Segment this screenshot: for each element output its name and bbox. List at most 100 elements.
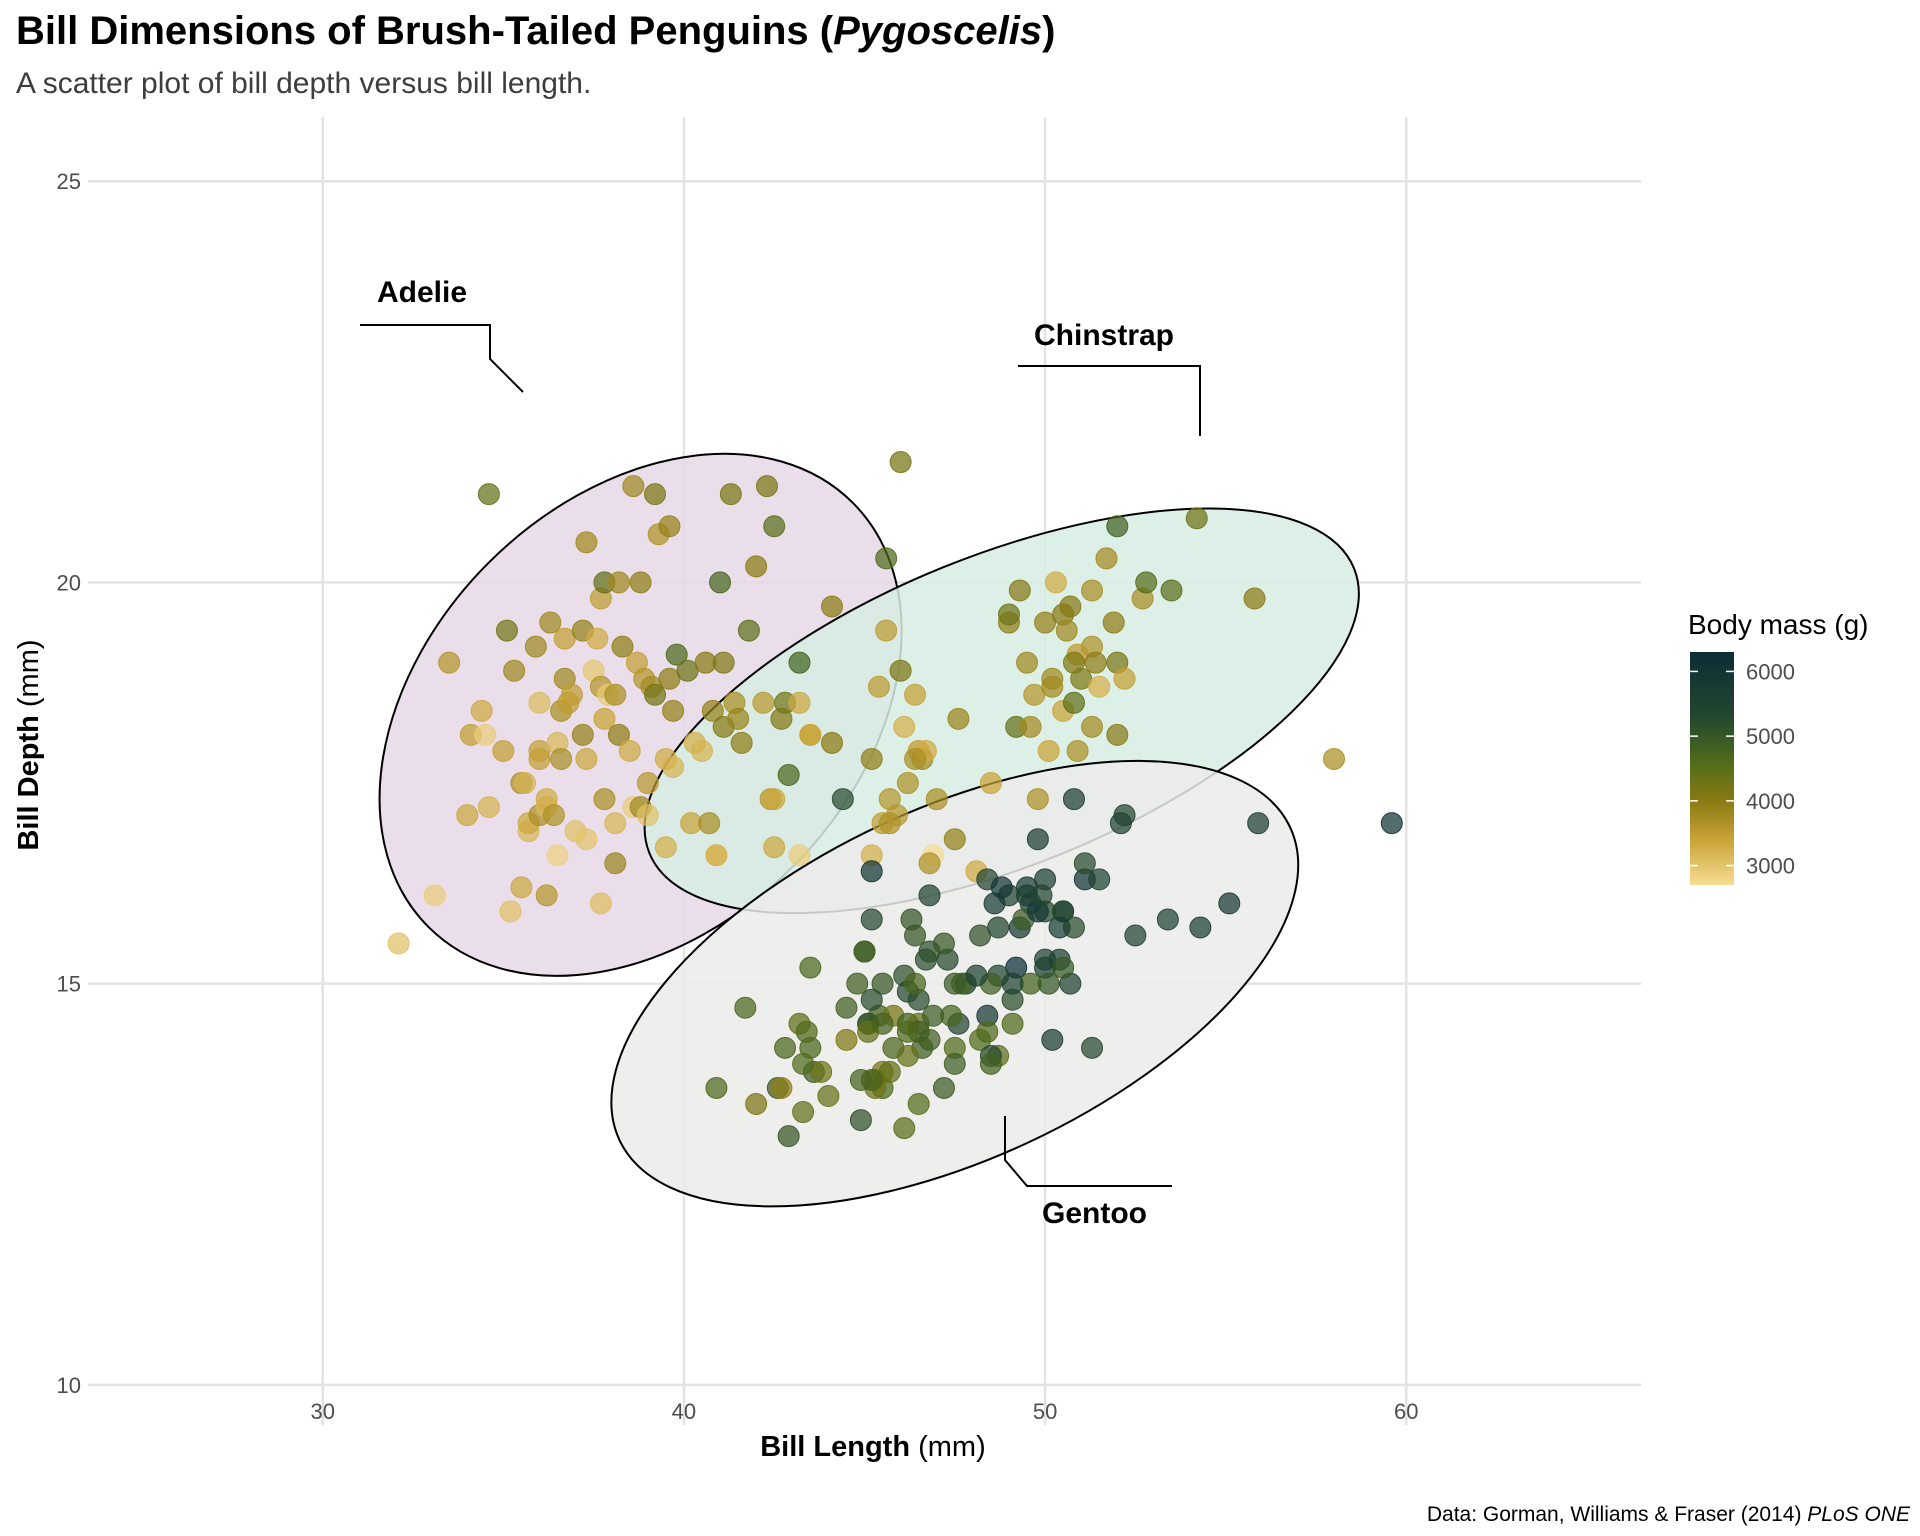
data-point — [654, 836, 677, 859]
chart-subtitle: A scatter plot of bill depth versus bill… — [16, 67, 591, 100]
data-point — [1218, 892, 1241, 915]
x-tick-label: 40 — [672, 1399, 696, 1424]
data-point — [860, 747, 883, 770]
data-point — [1243, 587, 1266, 610]
data-point — [1247, 812, 1270, 835]
data-point — [705, 1076, 728, 1099]
data-point — [1106, 515, 1129, 538]
data-point — [1062, 788, 1085, 811]
data-point — [907, 1093, 930, 1116]
data-point — [1059, 595, 1082, 618]
data-point — [622, 475, 645, 498]
data-point — [947, 707, 970, 730]
data-point — [1048, 916, 1071, 939]
data-point — [1124, 924, 1147, 947]
data-point — [730, 731, 753, 754]
data-points — [387, 451, 1403, 1148]
data-point — [1052, 956, 1075, 979]
data-point — [727, 707, 750, 730]
data-point — [875, 619, 898, 642]
data-point — [575, 828, 598, 851]
data-point — [810, 1060, 833, 1083]
data-point — [495, 619, 518, 642]
data-point — [1380, 812, 1403, 835]
data-point — [1084, 651, 1107, 674]
data-point — [792, 1052, 815, 1075]
data-point — [763, 515, 786, 538]
data-point — [1113, 804, 1136, 827]
data-point — [618, 739, 641, 762]
data-point — [932, 932, 955, 955]
data-point — [932, 1076, 955, 1099]
data-point — [871, 972, 894, 995]
data-point — [542, 804, 565, 827]
legend-tick-label: 5000 — [1746, 724, 1795, 749]
data-point — [514, 772, 537, 795]
x-tick-label: 50 — [1033, 1399, 1057, 1424]
data-point — [1062, 651, 1085, 674]
data-point — [1106, 723, 1129, 746]
axes: 30 40 50 60 10 15 20 25 — [57, 169, 1419, 1424]
data-point — [438, 651, 461, 674]
label-chinstrap: Chinstrap — [1034, 319, 1174, 352]
data-point — [871, 1012, 894, 1035]
data-point — [1102, 611, 1125, 634]
chart-title: Bill Dimensions of Brush-Tailed Penguins… — [16, 9, 1055, 53]
data-point — [889, 451, 912, 474]
data-point — [474, 723, 497, 746]
data-point — [593, 788, 616, 811]
data-point — [878, 1060, 901, 1083]
data-point — [662, 699, 685, 722]
data-point — [943, 1052, 966, 1075]
data-point — [820, 731, 843, 754]
data-point — [701, 699, 724, 722]
data-point — [1019, 715, 1042, 738]
data-point — [904, 972, 927, 995]
data-point — [788, 691, 811, 714]
data-point — [571, 723, 594, 746]
data-point — [705, 844, 728, 867]
data-point — [1016, 651, 1039, 674]
data-point — [835, 1028, 858, 1051]
y-tick-label: 15 — [57, 972, 81, 997]
data-point — [979, 1052, 1002, 1075]
caption: Data: Gorman, Williams & Fraser (2014) P… — [1427, 1503, 1911, 1526]
data-point — [817, 1084, 840, 1107]
data-point — [611, 635, 634, 658]
data-point — [492, 739, 515, 762]
data-point — [774, 1036, 797, 1059]
data-point — [763, 836, 786, 859]
data-point — [644, 483, 667, 506]
x-tick-label: 60 — [1394, 1399, 1418, 1424]
data-point — [662, 755, 685, 778]
data-point — [1034, 611, 1057, 634]
data-point — [763, 788, 786, 811]
ellipses — [378, 452, 1360, 1208]
data-point — [575, 747, 598, 770]
data-point — [745, 555, 768, 578]
chinstrap-leader-line — [1018, 365, 1201, 436]
legend-tick-label: 4000 — [1746, 789, 1795, 814]
legend: Body mass (g) 3000 4000 5000 6000 — [1688, 609, 1869, 885]
data-point — [503, 659, 526, 682]
data-point — [1062, 691, 1085, 714]
data-point — [586, 627, 609, 650]
data-point — [470, 699, 493, 722]
data-point — [676, 659, 699, 682]
gentoo-leader-line — [1004, 1116, 1172, 1187]
annotations: Adelie Chinstrap Gentoo — [360, 276, 1201, 1230]
data-point — [1081, 579, 1104, 602]
data-point — [860, 860, 883, 883]
data-point — [636, 772, 659, 795]
data-point — [644, 683, 667, 706]
data-point — [745, 1093, 768, 1116]
data-point — [1073, 852, 1096, 875]
data-point — [550, 747, 573, 770]
data-point — [792, 1101, 815, 1124]
data-point — [1041, 1028, 1064, 1051]
data-point — [607, 723, 630, 746]
data-point — [788, 844, 811, 867]
data-point — [770, 1076, 793, 1099]
data-point — [922, 1004, 945, 1027]
